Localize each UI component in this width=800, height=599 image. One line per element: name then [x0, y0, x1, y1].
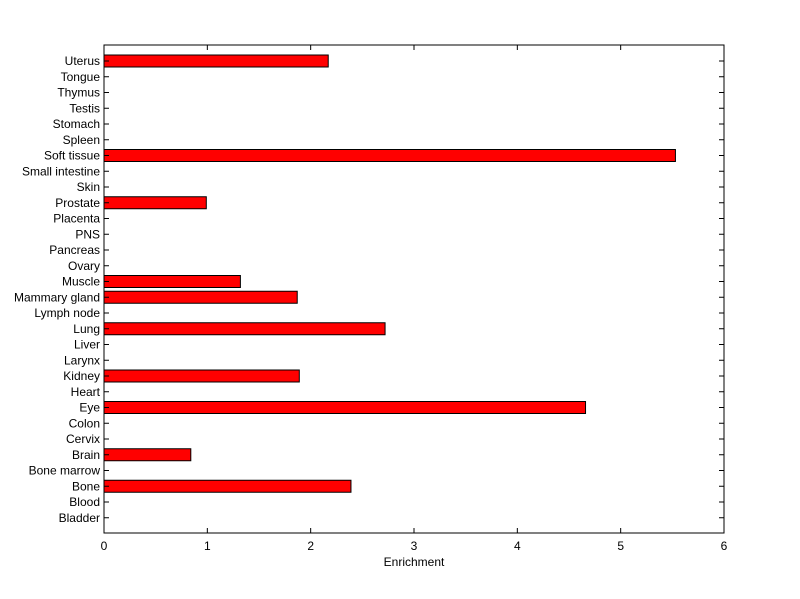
y-tick-label: Brain: [72, 448, 100, 462]
bar: [103, 275, 241, 288]
y-tick-label: Lung: [73, 322, 100, 336]
y-tick-label: Tongue: [61, 70, 101, 84]
y-tick-label: Bone: [72, 479, 100, 493]
y-tick-label: Skin: [77, 180, 100, 194]
x-tick-label: 6: [721, 539, 728, 553]
y-tick-label: Thymus: [57, 86, 100, 100]
bar: [103, 401, 587, 414]
bar: [103, 479, 352, 493]
y-tick-label: PNS: [75, 227, 100, 241]
y-tick-label: Small intestine: [22, 164, 100, 178]
bar: [103, 369, 300, 383]
y-tick-label: Heart: [71, 385, 101, 399]
x-tick-label: 2: [307, 539, 314, 553]
bar: [103, 54, 329, 68]
y-tick-label: Testis: [69, 101, 100, 115]
x-axis-title: Enrichment: [384, 555, 445, 569]
y-tick-label: Placenta: [53, 212, 100, 226]
y-tick-label: Pancreas: [49, 243, 100, 257]
x-tick-label: 4: [514, 539, 521, 553]
y-tick-label: Uterus: [65, 54, 100, 68]
y-tick-label: Liver: [74, 338, 100, 352]
y-tick-label: Stomach: [53, 117, 100, 131]
y-tick-label: Spleen: [63, 133, 100, 147]
bar: [103, 290, 298, 304]
bar: [103, 149, 676, 162]
y-tick-label: Colon: [69, 416, 100, 430]
x-tick-label: 5: [617, 539, 624, 553]
y-tick-label: Kidney: [63, 369, 100, 383]
y-tick-label: Mammary gland: [14, 290, 100, 304]
x-tick-label: 1: [204, 539, 211, 553]
y-tick-label: Muscle: [62, 275, 100, 289]
bar: [103, 448, 192, 462]
bar: [103, 322, 386, 336]
y-tick-label: Eye: [79, 401, 100, 415]
x-axis: 0 1 2 3 4 5 6: [101, 45, 728, 553]
y-tick-label: Bladder: [59, 511, 100, 525]
y-tick-label: Larynx: [64, 353, 100, 367]
y-tick-label: Prostate: [55, 196, 100, 210]
y-tick-label: Soft tissue: [44, 149, 100, 163]
y-tick-label: Blood: [69, 495, 100, 509]
x-tick-label: 0: [101, 539, 108, 553]
bar: [103, 196, 207, 210]
y-tick-label: Ovary: [68, 259, 100, 273]
y-tick-label: Lymph node: [34, 306, 100, 320]
x-tick-label: 3: [411, 539, 418, 553]
y-tick-label: Bone marrow: [29, 464, 101, 478]
y-tick-label: Cervix: [66, 432, 100, 446]
plot-area: [103, 44, 725, 534]
